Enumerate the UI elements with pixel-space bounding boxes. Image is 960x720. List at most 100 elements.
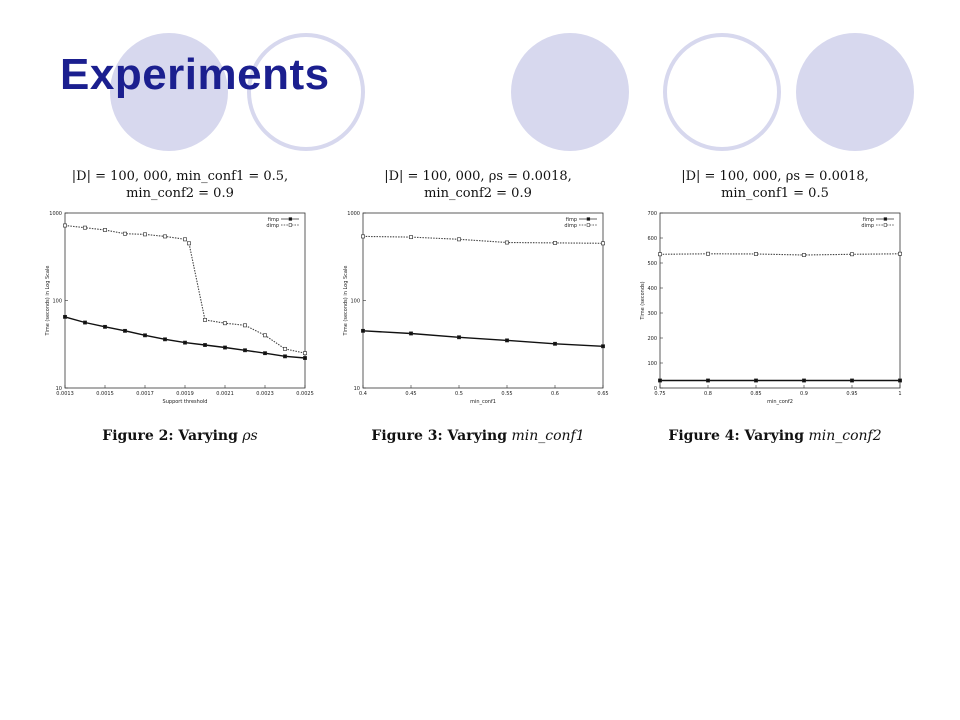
series-line-fimp [362, 330, 604, 347]
data-point-dimp [143, 232, 147, 237]
data-point-dimp [103, 228, 107, 232]
data-point-dimp [163, 234, 167, 239]
deco-circle-1 [110, 33, 228, 151]
data-point-dimp [409, 235, 413, 240]
data-point-dimp [303, 351, 307, 356]
legend-marker-dimp [586, 223, 591, 227]
y-tick-label: 1000 [49, 211, 62, 217]
x-axis-label: min_conf2 [767, 399, 793, 405]
data-point-fimp [243, 348, 247, 353]
y-tick-label: 400 [647, 286, 657, 292]
chart-header-3: |D| = 100, 000, ρs = 0.0018, min_conf1 =… [630, 168, 920, 202]
chart-header-line2: min_conf2 = 0.9 [424, 186, 532, 201]
x-tick-label: 0.8 [704, 391, 712, 397]
data-point-fimp [283, 354, 287, 359]
x-tick-label: 0.0017 [136, 391, 154, 397]
deco-circle-3 [511, 33, 629, 151]
data-point-dimp [283, 346, 287, 351]
plot-frame [362, 212, 604, 389]
series-line-dimp [64, 224, 306, 354]
data-point-dimp [706, 251, 710, 256]
figure-caption-label: Figure 4: Varying [668, 428, 804, 444]
legend-label-fimp: fimp [863, 217, 874, 223]
legend-marker-fimp [586, 217, 591, 221]
figure-caption-variable: min_conf1 [511, 428, 585, 444]
y-axis-label: Time (seconds) [640, 281, 646, 320]
x-tick-label: 0.0019 [176, 391, 194, 397]
data-point-fimp [601, 344, 605, 349]
x-tick-label: 0.9 [800, 391, 808, 397]
data-point-fimp [303, 356, 307, 360]
y-tick-label: 100 [350, 299, 360, 305]
deco-circle-2 [247, 33, 365, 151]
data-point-fimp [203, 343, 207, 347]
y-tick-label: 300 [647, 311, 657, 317]
data-point-fimp [103, 324, 107, 329]
data-point-fimp [706, 378, 710, 383]
legend-marker-fimp [883, 217, 888, 221]
data-point-fimp [163, 337, 167, 342]
x-tick-label: 0.0015 [96, 391, 114, 397]
y-tick-label: 100 [52, 299, 62, 305]
data-point-fimp [63, 314, 67, 319]
y-tick-label: 600 [647, 236, 657, 242]
x-tick-label: 0.95 [846, 391, 857, 397]
figure-caption-variable: ρs [242, 428, 258, 444]
legend-label-fimp: fimp [268, 217, 279, 223]
data-point-dimp [83, 225, 87, 230]
legend-label-fimp: fimp [566, 217, 577, 223]
data-point-fimp [505, 338, 509, 343]
data-point-dimp [850, 252, 854, 257]
x-tick-label: 0.4 [359, 391, 367, 397]
data-point-fimp [83, 320, 87, 325]
data-point-fimp [850, 378, 854, 383]
data-point-fimp [361, 328, 365, 333]
y-tick-label: 100 [647, 361, 657, 367]
chart-header-line1: |D| = 100, 000, min_conf1 = 0.5, [71, 169, 289, 184]
data-point-dimp [754, 252, 758, 256]
deco-circle-4 [663, 33, 781, 151]
figure-caption-1: Figure 2: Varying ρs [35, 428, 325, 444]
y-tick-label: 10 [354, 386, 360, 392]
legend-marker-dimp [288, 223, 293, 227]
data-point-fimp [143, 333, 147, 338]
x-tick-label: 0.5 [455, 391, 463, 397]
data-point-dimp [183, 237, 187, 242]
data-point-fimp [123, 328, 127, 333]
chart-header-line1: |D| = 100, 000, ρs = 0.0018, [384, 169, 572, 184]
data-point-dimp [203, 318, 207, 322]
y-tick-label: 500 [647, 261, 657, 267]
chart-header-line2: min_conf2 = 0.9 [126, 186, 234, 201]
x-tick-label: 0.65 [597, 391, 608, 397]
data-point-dimp [243, 323, 247, 328]
y-tick-label: 10 [56, 386, 62, 392]
series-line-dimp [362, 235, 604, 244]
legend-marker-dimp [883, 223, 888, 227]
chart-header-line2: min_conf1 = 0.5 [721, 186, 829, 201]
data-point-fimp [223, 345, 227, 350]
figure-caption-label: Figure 3: Varying [371, 428, 507, 444]
x-tick-label: 0.85 [750, 391, 761, 397]
series-line-fimp [64, 316, 306, 359]
y-tick-label: 200 [647, 336, 657, 342]
x-axis-label: Support threshold [163, 399, 208, 405]
chart-header-2: |D| = 100, 000, ρs = 0.0018, min_conf2 =… [333, 168, 623, 202]
x-tick-label: 0.6 [551, 391, 559, 397]
series-line-dimp [659, 253, 901, 256]
data-point-fimp [658, 378, 662, 383]
x-tick-label: 1 [898, 391, 901, 397]
figure-caption-label: Figure 2: Varying [102, 428, 238, 444]
x-tick-label: 0.55 [501, 391, 512, 397]
chart-2: 0.4 0.45 0.5 0.55 0.6 0.65 10 100 1000 min_conf1 T… [343, 211, 609, 405]
y-tick-label: 0 [654, 386, 657, 392]
figure-caption-3: Figure 4: Varying min_conf2 [630, 428, 920, 444]
legend-marker-fimp [288, 217, 293, 221]
chart-header-line1: |D| = 100, 000, ρs = 0.0018, [681, 169, 869, 184]
data-point-fimp [898, 378, 902, 383]
y-tick-label: 1000 [347, 211, 360, 217]
figure-caption-2: Figure 3: Varying min_conf1 [333, 428, 623, 444]
data-point-dimp [457, 237, 461, 242]
data-point-fimp [409, 331, 413, 336]
chart-header-1: |D| = 100, 000, min_conf1 = 0.5, min_con… [35, 168, 325, 202]
chart-3: 0.75 0.8 0.85 0.9 0.95 1 0 100 200 300 400 500 600 70… [640, 211, 902, 405]
